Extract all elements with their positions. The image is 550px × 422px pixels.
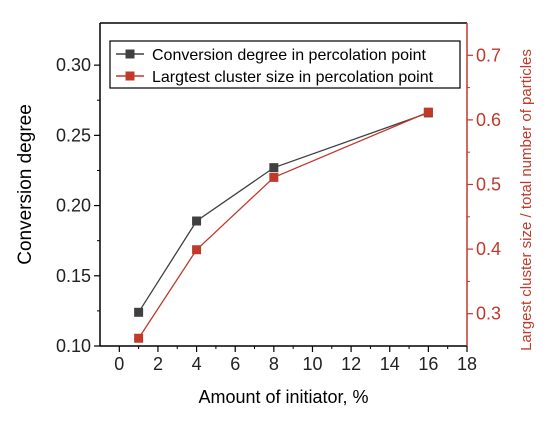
legend: Conversion degree in percolation point La… — [109, 40, 461, 89]
legend-marker-1 — [125, 49, 135, 59]
y2-tick-label: 0.5 — [476, 175, 501, 195]
y2-tick-label: 0.7 — [476, 45, 501, 65]
legend-marker-2 — [125, 71, 135, 81]
y2-tick-label: 0.6 — [476, 110, 501, 130]
series-line-2 — [138, 111, 429, 339]
y-tick-label: 0.25 — [56, 125, 91, 145]
series-2-point — [134, 333, 144, 343]
y-tick-label: 0.20 — [56, 196, 91, 216]
series-2-point — [269, 172, 279, 182]
legend-label-1: Conversion degree in percolation point — [152, 47, 427, 64]
series-1-point — [269, 163, 279, 173]
x-tick-label: 2 — [153, 354, 163, 374]
y-axis-label: Conversion degree — [15, 104, 36, 265]
y2-axis-label: Largest cluster size / total number of p… — [518, 49, 535, 351]
y-tick-label: 0.10 — [56, 336, 91, 356]
legend-label-2: Largtest cluster size in percolation poi… — [152, 69, 434, 86]
series-layer — [134, 107, 433, 343]
series-line-1 — [138, 112, 429, 313]
series-2-point — [192, 245, 202, 255]
x-tick-label: 6 — [230, 354, 240, 374]
x-tick-label: 16 — [418, 354, 438, 374]
series-1-point — [192, 216, 202, 226]
y-tick-label: 0.15 — [56, 266, 91, 286]
series-2-point — [423, 107, 433, 117]
x-tick-label: 0 — [114, 354, 124, 374]
x-tick-label: 8 — [269, 354, 279, 374]
legend-box — [109, 40, 461, 89]
x-tick-label: 12 — [341, 354, 361, 374]
x-tick-label: 4 — [192, 354, 202, 374]
x-tick-label: 18 — [457, 354, 477, 374]
x-tick-label: 14 — [380, 354, 400, 374]
x-tick-label: 10 — [302, 354, 322, 374]
y-tick-label: 0.30 — [56, 55, 91, 75]
y2-tick-label: 0.3 — [476, 304, 501, 324]
y2-tick-label: 0.4 — [476, 239, 501, 259]
series-1-point — [134, 307, 144, 317]
x-axis-label: Amount of initiator, % — [198, 387, 368, 407]
axes-layer: 0 2 4 6 8 10 12 14 16 18 0.10 0.15 0.20 0.25 0.30 0.3 0.… — [15, 22, 535, 407]
